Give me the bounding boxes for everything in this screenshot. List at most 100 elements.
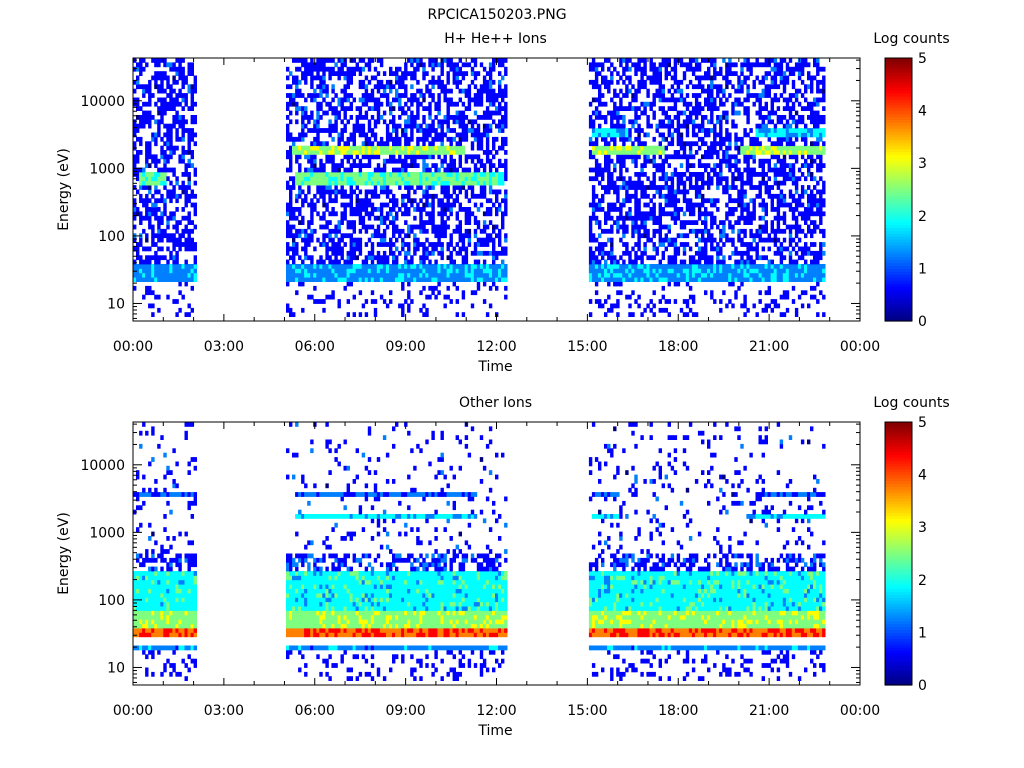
spectrogram-cell	[694, 180, 699, 186]
spectrogram-cell	[740, 268, 744, 274]
spectrogram-cell	[476, 285, 481, 291]
spectrogram-cell	[145, 163, 149, 168]
spectrogram-cell	[163, 255, 167, 261]
spectrogram-cell	[649, 207, 653, 212]
spectrogram-cell	[431, 172, 435, 177]
spectrogram-cell	[385, 84, 390, 90]
spectrogram-cell	[449, 237, 453, 243]
spectrogram-cell	[331, 58, 335, 63]
spectrogram-cell	[719, 176, 723, 182]
spectrogram-cell	[334, 110, 338, 116]
spectrogram-cell	[322, 299, 326, 304]
spectrogram-cell	[151, 172, 155, 177]
spectrogram-cell	[392, 215, 396, 221]
spectrogram-cell	[367, 97, 372, 103]
spectrogram-cell	[343, 189, 347, 195]
spectrogram-cell	[658, 71, 662, 76]
spectrogram-cell	[755, 193, 759, 199]
spectrogram-cell	[622, 176, 626, 182]
spectrogram-cell	[292, 97, 296, 103]
spectrogram-cell	[607, 237, 611, 243]
spectrogram-cell	[628, 312, 632, 317]
spectrogram-cell	[289, 71, 293, 76]
spectrogram-cell	[704, 290, 708, 296]
spectrogram-cell	[482, 110, 487, 116]
spectrogram-cell	[160, 150, 164, 155]
spectrogram-cell	[355, 176, 359, 182]
spectrogram-cell	[688, 268, 693, 274]
spectrogram-cell	[373, 312, 378, 317]
spectrogram-cell	[289, 207, 293, 212]
spectrogram-cell	[148, 145, 152, 151]
spectrogram-cell	[673, 106, 678, 111]
spectrogram-cell	[749, 264, 753, 269]
spectrogram-cell	[337, 141, 341, 147]
spectrogram-cell	[752, 167, 756, 173]
spectrogram-cell	[670, 237, 675, 243]
spectrogram-cell	[691, 93, 696, 98]
spectrogram-cell	[286, 167, 290, 173]
spectrogram-cell	[133, 141, 137, 147]
spectrogram-cell	[407, 123, 411, 129]
spectrogram-cell	[764, 237, 768, 243]
spectrogram-cell	[187, 180, 191, 186]
spectrogram-cell	[404, 180, 408, 186]
spectrogram-cell	[452, 264, 456, 269]
spectrogram-cell	[431, 163, 435, 168]
spectrogram-cell	[175, 255, 179, 261]
spectrogram-cell	[622, 158, 626, 164]
spectrogram-cell	[691, 172, 696, 177]
spectrogram-cell	[154, 202, 158, 208]
spectrogram-cell	[322, 185, 326, 190]
spectrogram-cell	[334, 272, 338, 278]
spectrogram-cell	[139, 141, 143, 147]
spectrogram-cell	[289, 211, 293, 217]
spectrogram-cell	[181, 172, 185, 177]
spectrogram-cell	[607, 158, 611, 164]
spectrogram-cell	[422, 277, 426, 282]
spectrogram-cell	[154, 250, 158, 256]
spectrogram-cell	[407, 106, 411, 111]
spectrogram-cell	[661, 62, 665, 68]
spectrogram-cell	[504, 141, 508, 147]
spectrogram-cell	[464, 272, 469, 278]
spectrogram-cell	[166, 193, 170, 199]
spectrogram-cell	[352, 237, 356, 243]
spectrogram-cell	[404, 93, 408, 98]
spectrogram-cell	[316, 272, 320, 278]
spectrogram-cell	[643, 132, 647, 138]
spectrogram-cell	[437, 136, 441, 142]
spectrogram-cell	[401, 110, 405, 116]
spectrogram-cell	[343, 176, 347, 182]
spectrogram-cell	[634, 115, 638, 120]
spectrogram-cell	[701, 185, 705, 190]
spectrogram-cell	[298, 145, 302, 151]
spectrogram-cell	[154, 71, 158, 76]
spectrogram-cell	[610, 264, 614, 269]
spectrogram-cell	[670, 136, 675, 142]
spectrogram-cell	[367, 264, 372, 269]
spectrogram-cell	[485, 233, 490, 239]
spectrogram-cell	[316, 264, 320, 269]
spectrogram-cell	[301, 264, 305, 269]
spectrogram-cell	[501, 58, 505, 63]
spectrogram-cell	[461, 172, 466, 177]
spectrogram-cell	[322, 172, 326, 177]
spectrogram-cell	[697, 93, 702, 98]
spectrogram-cell	[440, 255, 444, 261]
spectrogram-cell	[422, 268, 426, 274]
spectrogram-cell	[501, 172, 505, 177]
spectrogram-cell	[743, 154, 747, 160]
spectrogram-cell	[676, 79, 681, 85]
spectrogram-cell	[752, 101, 756, 107]
spectrogram-cell	[652, 154, 656, 160]
spectrogram-cell	[187, 233, 191, 239]
spectrogram-cell	[482, 180, 487, 186]
spectrogram-cell	[594, 268, 599, 274]
spectrogram-cell	[458, 58, 462, 63]
spectrogram-cell	[673, 277, 678, 282]
spectrogram-cell	[719, 180, 723, 186]
spectrogram-cell	[413, 93, 417, 98]
spectrogram-cell	[422, 285, 426, 291]
spectrogram-cell	[404, 167, 408, 173]
